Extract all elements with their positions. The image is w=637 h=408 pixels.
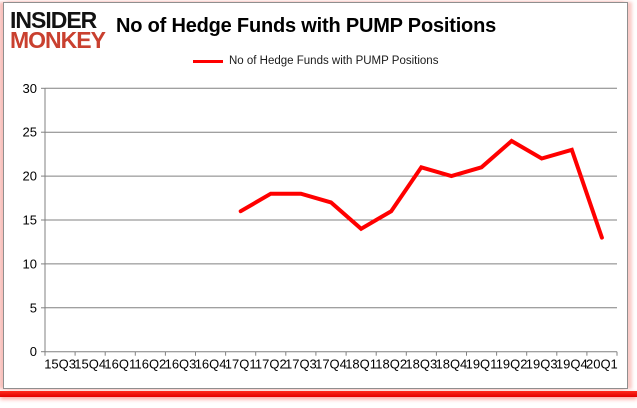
- legend-label: No of Hedge Funds with PUMP Positions: [229, 55, 439, 67]
- insider-monkey-logo: INSIDER MONKEY: [10, 7, 106, 53]
- legend-line-swatch: [193, 59, 223, 63]
- legend: No of Hedge Funds with PUMP Positions: [193, 54, 438, 68]
- bottom-red-bar: [0, 391, 637, 397]
- logo-monkey-text: MONKEY: [10, 26, 106, 53]
- chart-title: No of Hedge Funds with PUMP Positions: [116, 15, 497, 37]
- logo-insider-text: INSIDER: [10, 7, 97, 33]
